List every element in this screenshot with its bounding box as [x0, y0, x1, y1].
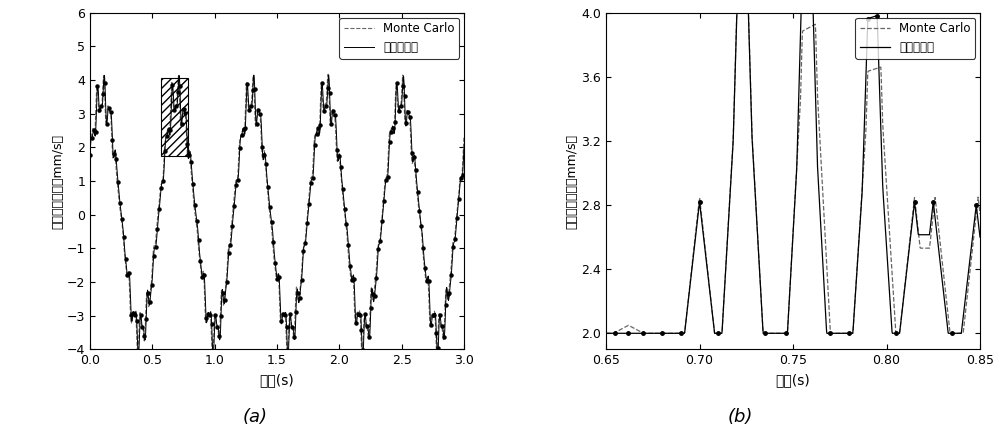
Y-axis label: 速度响应均值（mm/s）: 速度响应均值（mm/s）: [51, 133, 64, 229]
Monte Carlo: [892, 331, 904, 336]
Monte Carlo: [369, 284, 381, 289]
Monte Carlo: [857, 170, 869, 175]
Monte Carlo: [638, 331, 650, 336]
Legend: Monte Carlo, 直接概率法: Monte Carlo, 直接概率法: [339, 17, 459, 59]
Monte Carlo: [84, 141, 96, 146]
Monte Carlo: [311, 127, 323, 132]
X-axis label: 时间(s): 时间(s): [260, 373, 294, 387]
直接概率法: [84, 152, 96, 157]
Monte Carlo: [322, 72, 334, 77]
Monte Carlo: [107, 155, 119, 161]
Monte Carlo: [765, 331, 777, 336]
Line: 直接概率法: 直接概率法: [90, 75, 464, 357]
Monte Carlo: [458, 134, 470, 139]
直接概率法: [899, 285, 911, 291]
直接概率法: [765, 331, 777, 336]
X-axis label: 时间(s): 时间(s): [776, 373, 810, 387]
Monte Carlo: [323, 94, 335, 99]
直接概率法: [107, 148, 119, 153]
直接概率法: [892, 331, 904, 336]
Monte Carlo: [899, 284, 911, 289]
Text: (b): (b): [727, 408, 753, 426]
Monte Carlo: [282, 356, 294, 361]
Monte Carlo: [600, 331, 612, 336]
Y-axis label: 速度响应均值（mm/s）: 速度响应均值（mm/s）: [566, 133, 579, 229]
直接概率法: [857, 158, 869, 163]
Bar: [161, 78, 188, 156]
直接概率法: [600, 331, 612, 336]
Monte Carlo: [407, 158, 419, 163]
直接概率法: [302, 211, 314, 216]
Legend: Monte Carlo, 直接概率法: Monte Carlo, 直接概率法: [855, 17, 975, 59]
直接概率法: [248, 72, 260, 78]
直接概率法: [407, 159, 419, 164]
直接概率法: [369, 293, 381, 298]
Line: 直接概率法: 直接概率法: [606, 0, 980, 333]
Line: Monte Carlo: Monte Carlo: [606, 1, 980, 333]
Monte Carlo: [752, 233, 764, 238]
直接概率法: [974, 235, 986, 240]
直接概率法: [458, 146, 470, 151]
直接概率法: [323, 78, 335, 83]
直接概率法: [282, 354, 294, 359]
Line: Monte Carlo: Monte Carlo: [90, 74, 464, 358]
直接概率法: [638, 331, 650, 336]
Monte Carlo: [302, 209, 314, 214]
直接概率法: [751, 227, 763, 233]
Monte Carlo: [974, 212, 986, 217]
Monte Carlo: [742, 0, 754, 3]
直接概率法: [312, 125, 324, 130]
Text: (a): (a): [242, 408, 268, 426]
